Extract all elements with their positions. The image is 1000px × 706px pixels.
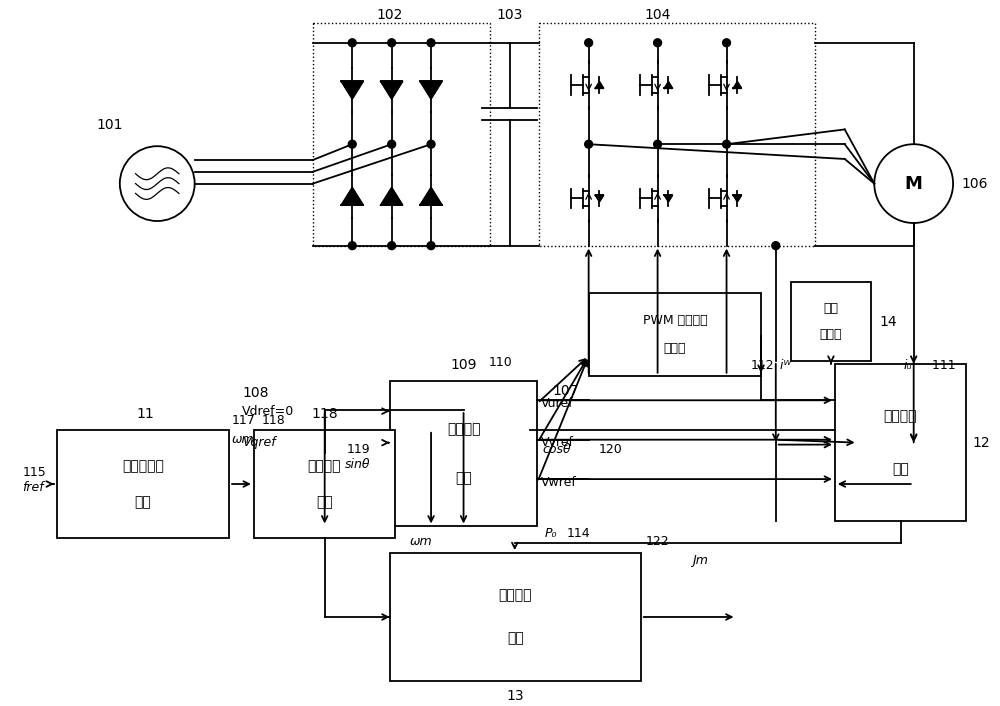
Text: 角速度获得: 角速度获得 xyxy=(122,459,164,473)
Text: 单元: 单元 xyxy=(455,471,472,485)
Text: 118: 118 xyxy=(262,414,285,427)
Text: 122: 122 xyxy=(646,534,669,548)
Bar xyxy=(313,23,490,246)
Text: 118: 118 xyxy=(311,407,338,421)
Text: 功率计算: 功率计算 xyxy=(884,409,917,424)
Polygon shape xyxy=(341,188,363,205)
Circle shape xyxy=(654,140,662,148)
Circle shape xyxy=(388,140,396,148)
Text: 115: 115 xyxy=(22,466,46,479)
Text: 110: 110 xyxy=(488,356,512,369)
Polygon shape xyxy=(733,196,741,201)
Circle shape xyxy=(723,140,730,148)
Text: P₀: P₀ xyxy=(544,527,557,540)
Circle shape xyxy=(427,241,435,250)
Text: Vqref: Vqref xyxy=(242,436,276,449)
Polygon shape xyxy=(596,82,603,88)
Text: 传感器: 传感器 xyxy=(820,328,842,341)
Text: 惯性计算: 惯性计算 xyxy=(499,589,532,603)
Text: Vwref: Vwref xyxy=(541,476,577,489)
Circle shape xyxy=(585,39,593,47)
Text: 112: 112 xyxy=(751,359,775,372)
Text: 11: 11 xyxy=(137,407,154,421)
Polygon shape xyxy=(596,196,603,201)
Text: 相位计算: 相位计算 xyxy=(307,459,341,473)
Circle shape xyxy=(348,241,356,250)
Circle shape xyxy=(388,241,396,250)
Text: 111: 111 xyxy=(928,359,956,372)
Polygon shape xyxy=(664,196,672,201)
Text: 106: 106 xyxy=(961,176,987,191)
Circle shape xyxy=(654,39,662,47)
Text: 120: 120 xyxy=(598,443,622,456)
Circle shape xyxy=(348,140,356,148)
Circle shape xyxy=(427,39,435,47)
Circle shape xyxy=(723,39,730,47)
Text: Vvref: Vvref xyxy=(541,436,574,449)
Polygon shape xyxy=(341,81,363,99)
Polygon shape xyxy=(664,82,672,88)
Polygon shape xyxy=(733,82,741,88)
Text: iᵂ: iᵂ xyxy=(776,359,791,372)
Text: fref: fref xyxy=(22,481,44,494)
Text: 坐标转换: 坐标转换 xyxy=(447,422,480,436)
Text: 102: 102 xyxy=(376,8,403,22)
Text: M: M xyxy=(905,174,923,193)
Circle shape xyxy=(388,39,396,47)
Text: 109: 109 xyxy=(450,358,477,372)
Text: 119: 119 xyxy=(346,443,370,456)
Polygon shape xyxy=(381,81,402,99)
Text: 107: 107 xyxy=(552,383,579,397)
Text: 12: 12 xyxy=(973,436,990,450)
Text: 13: 13 xyxy=(506,689,524,703)
Bar xyxy=(254,430,395,538)
Text: Vdref=0: Vdref=0 xyxy=(242,405,294,418)
Text: Vuref: Vuref xyxy=(541,397,574,409)
Text: 117: 117 xyxy=(232,414,256,427)
Text: 单元: 单元 xyxy=(135,495,151,509)
Bar xyxy=(57,430,229,538)
Text: 单元: 单元 xyxy=(507,631,524,645)
Text: ωm: ωm xyxy=(232,433,255,446)
Bar xyxy=(390,381,537,527)
Text: 单元: 单元 xyxy=(892,462,909,476)
Circle shape xyxy=(348,39,356,47)
Bar xyxy=(791,282,871,361)
Polygon shape xyxy=(420,81,442,99)
Text: cosθ: cosθ xyxy=(542,443,571,456)
Polygon shape xyxy=(420,188,442,205)
Text: 101: 101 xyxy=(96,117,123,131)
Text: 14: 14 xyxy=(879,314,897,328)
Bar xyxy=(539,23,815,246)
Text: 108: 108 xyxy=(242,386,268,400)
Text: 104: 104 xyxy=(644,8,671,22)
Text: 单元: 单元 xyxy=(316,495,333,509)
Circle shape xyxy=(585,140,593,148)
Text: PWM 脉冲信号: PWM 脉冲信号 xyxy=(643,314,707,327)
Bar xyxy=(835,364,966,522)
Text: iᵤ: iᵤ xyxy=(904,359,912,372)
Text: sinθ: sinθ xyxy=(344,457,370,471)
Text: 114: 114 xyxy=(567,527,591,540)
Circle shape xyxy=(427,140,435,148)
Circle shape xyxy=(772,241,780,250)
Text: 103: 103 xyxy=(497,8,523,22)
Bar xyxy=(589,293,761,376)
Polygon shape xyxy=(381,188,402,205)
Text: Jm: Jm xyxy=(692,554,708,568)
Bar xyxy=(390,553,641,681)
Text: ωm: ωm xyxy=(409,534,432,548)
Text: 电流: 电流 xyxy=(823,302,838,315)
Text: 生成器: 生成器 xyxy=(664,342,686,354)
